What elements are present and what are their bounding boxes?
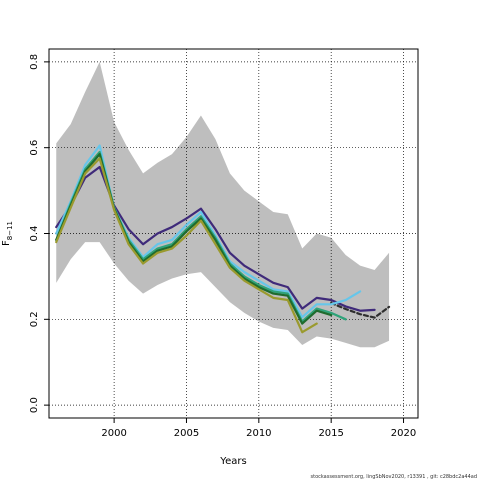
x-axis: 2000 2005 2010 2015 2020	[101, 418, 416, 439]
y-axis-label-subscript: 8−11	[6, 221, 14, 240]
x-tick-label: 2010	[246, 428, 271, 439]
confidence-band	[56, 61, 390, 348]
confidence-band-area	[56, 61, 390, 348]
x-tick-label: 2020	[391, 428, 416, 439]
y-tick-label: 0.8	[29, 54, 40, 70]
y-tick-label: 0.0	[29, 397, 40, 413]
x-axis-label: Years	[219, 456, 246, 467]
x-tick-label: 2015	[318, 428, 343, 439]
x-tick-label: 2000	[101, 428, 126, 439]
y-tick-label: 0.6	[29, 140, 40, 156]
series-lines	[55, 144, 391, 334]
y-axis: 0.0 0.2 0.4 0.6 0.8	[29, 54, 49, 413]
x-tick-label: 2005	[174, 428, 199, 439]
y-axis-label-main: F	[1, 240, 12, 246]
y-axis-label: F8−11	[1, 221, 14, 246]
y-tick-label: 0.2	[29, 311, 40, 327]
footer-note: stockassessment.org, lingSbNov2020, r133…	[311, 474, 478, 480]
series-line-6	[55, 157, 318, 334]
y-tick-label: 0.4	[29, 226, 40, 242]
series-line-1	[330, 301, 391, 319]
